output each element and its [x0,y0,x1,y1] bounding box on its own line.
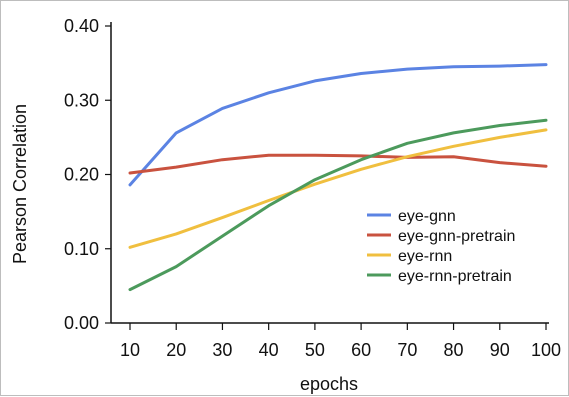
y-tick-label: 0.10 [64,239,99,259]
x-tick-label: 100 [531,340,561,360]
x-tick-label: 70 [397,340,417,360]
legend-label: eye-gnn-pretrain [398,228,515,245]
legend: eye-gnn eye-gnn-pretrain eye-rnn eye-rnn-pr… [367,208,515,285]
x-tick-label: 50 [305,340,325,360]
legend-item-eye-gnn-pretrain: eye-gnn-pretrain [367,228,515,245]
legend-item-eye-rnn: eye-rnn [367,248,452,265]
x-tick-label: 30 [212,340,232,360]
series-line-eye-gnn-pretrain [128,153,548,175]
y-tick-label: 0.00 [64,313,99,333]
x-tick-label: 90 [490,340,510,360]
tick-labels: 0.00 0.10 0.20 0.30 0.40 10 20 30 40 50 60 70 80 90 10… [64,16,561,360]
legend-label: eye-rnn [398,248,452,265]
axes-layer [105,22,549,330]
y-tick-label: 0.20 [64,165,99,185]
series-line-eye-gnn [128,63,548,187]
y-tick-label: 0.40 [64,16,99,36]
series-line-eye-rnn [128,128,548,249]
x-axis-title: epochs [300,374,358,394]
x-tick-label: 20 [166,340,186,360]
legend-label: eye-gnn [398,208,456,225]
x-tick-label: 10 [120,340,140,360]
y-tick-label: 0.30 [64,90,99,110]
x-tick-label: 80 [444,340,464,360]
legend-label: eye-rnn-pretrain [398,268,512,285]
legend-item-eye-rnn-pretrain: eye-rnn-pretrain [367,268,512,285]
x-tick-label: 60 [351,340,371,360]
y-axis-title: Pearson Correlation [10,104,30,264]
series-line-eye-rnn-pretrain [128,118,548,292]
series-lines [128,63,548,292]
legend-item-eye-gnn: eye-gnn [367,208,456,225]
x-tick-label: 40 [259,340,279,360]
